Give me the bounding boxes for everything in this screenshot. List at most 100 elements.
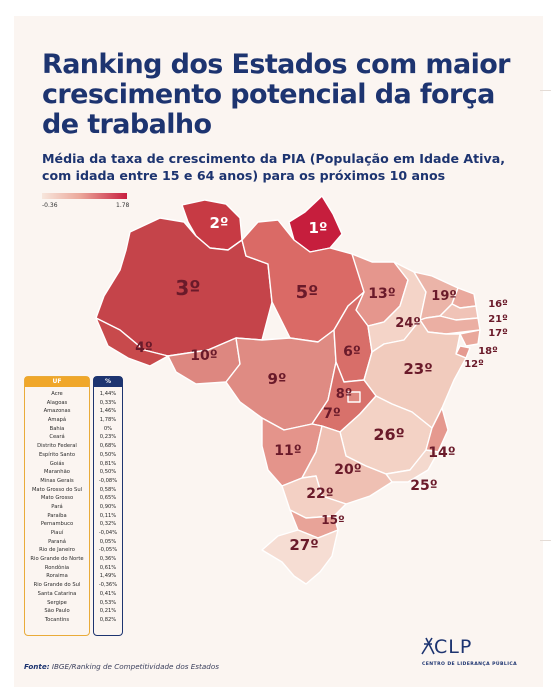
rank-label-to: 6º <box>343 344 361 360</box>
value-cell: 0,36% <box>99 556 117 563</box>
value-cell: 0,05% <box>99 538 117 545</box>
value-rows: 1,44% 0,33% 1,46% 1,78% 0% 0,23% 0,68% 0,50% 0,8… <box>94 387 122 625</box>
value-cell: 0,33% <box>99 399 117 406</box>
state-espirito-santo <box>425 407 449 453</box>
rank-label-pi: 24º <box>395 316 420 331</box>
uf-cell: Rio Grande do Norte <box>30 556 84 563</box>
rank-label-sp: 20º <box>334 462 361 478</box>
uf-cell: Alagoas <box>46 399 68 406</box>
uf-cell: Paraná <box>48 538 66 545</box>
uf-cell: Pernambuco <box>40 521 74 528</box>
rank-label-pb: 21º <box>488 314 508 325</box>
rank-label-mg: 26º <box>373 425 404 444</box>
uf-cell: Rondônia <box>44 564 70 571</box>
source-text: IBGE/Ranking de Competitividade dos Esta… <box>49 662 219 671</box>
rank-label-rn: 16º <box>488 299 508 310</box>
uf-cell: Amapá <box>47 417 67 424</box>
value-cell: 0,90% <box>99 503 117 510</box>
value-cell: 0,41% <box>99 590 117 597</box>
value-cell: 0% <box>103 425 113 432</box>
page-subtitle: Média da taxa de crescimento da PIA (Pop… <box>42 151 505 183</box>
rank-label-ba: 23º <box>403 360 432 378</box>
source-label: Fonte: <box>24 662 50 671</box>
rank-label-go: 7º <box>323 406 341 422</box>
uf-cell: Ceará <box>49 434 65 441</box>
uf-cell: São Paulo <box>44 608 70 615</box>
clp-logo-text: CLP <box>434 636 473 658</box>
rank-label-ac: 4º <box>135 340 153 356</box>
rank-label-sc: 15º <box>321 513 345 527</box>
uf-cell: Piauí <box>50 530 64 536</box>
uf-cell: Minas Gerais <box>40 477 74 484</box>
rank-label-ce: 19º <box>431 289 456 304</box>
uf-cell: Goiás <box>49 460 65 467</box>
clp-logo: CLP CENTRO DE LIDERANÇA PÚBLICA <box>420 632 520 672</box>
uf-cell: Pará <box>51 503 63 510</box>
value-cell: 0,21% <box>99 608 117 615</box>
uf-cell: Sergipe <box>47 599 67 606</box>
value-cell: 0,11% <box>99 512 117 519</box>
value-cell: 1,49% <box>99 573 117 580</box>
state-alagoas <box>459 329 481 347</box>
state-acre <box>95 317 169 367</box>
uf-cell: Espírito Santo <box>38 451 76 458</box>
edge-line-right-bottom <box>540 540 551 541</box>
rank-label-df: 8º <box>336 387 352 402</box>
rank-label-ap: 1º <box>309 219 328 237</box>
value-cell: 0,81% <box>99 460 117 467</box>
rank-label-pa: 5º <box>296 282 319 303</box>
rank-label-rs: 27º <box>289 536 318 554</box>
uf-cell: Paraíba <box>47 512 67 519</box>
uf-cell: Roraima <box>46 573 68 580</box>
value-cell: 0,53% <box>99 599 117 606</box>
state-rio-de-janeiro <box>385 449 439 483</box>
value-cell: 0,68% <box>99 443 117 450</box>
clp-logo-subtitle: CENTRO DE LIDERANÇA PÚBLICA <box>422 662 518 667</box>
uf-cell: Rio de Janeiro <box>39 547 75 554</box>
edge-line-right-top <box>540 90 551 91</box>
page-title: Ranking dos Estados com maior cresciment… <box>42 49 510 140</box>
state-rio-grande-do-sul <box>261 529 339 585</box>
value-cell: 0,82% <box>99 616 117 623</box>
rank-label-pe: 18º <box>478 346 498 357</box>
rank-label-ro: 10º <box>190 348 217 364</box>
scale-max-label: 1.78 <box>116 202 130 209</box>
rank-label-am: 3º <box>175 276 200 300</box>
uf-cell: Tocantins <box>44 616 70 623</box>
clp-logo-mark-icon <box>421 637 435 655</box>
uf-cell: Maranhão <box>44 469 70 476</box>
value-cell: -0,05% <box>98 547 118 554</box>
value-cell: 0,58% <box>99 486 117 493</box>
uf-table: UF Acre Alagoas Amazonas Amapá Bahia Ceará Dis… <box>24 376 123 636</box>
value-cell: -0,08% <box>98 477 118 484</box>
value-cell: 0,61% <box>99 564 117 571</box>
value-cell: 0,50% <box>99 451 117 458</box>
rank-label-se: 17º <box>488 328 508 339</box>
uf-cell: Acre <box>51 391 63 397</box>
value-cell: 1,44% <box>99 391 117 397</box>
state-distrito-federal <box>347 391 361 403</box>
scale-min-label: -0.36 <box>42 202 58 209</box>
rank-label-rj: 25º <box>410 478 437 494</box>
uf-cell: Distrito Federal <box>37 443 77 450</box>
uf-cell: Mato Grosso do Sul <box>31 486 83 493</box>
rank-label-ma: 13º <box>368 286 395 302</box>
value-cell: 1,78% <box>99 417 117 424</box>
value-cell: 0,32% <box>99 521 117 528</box>
uf-cell: Bahia <box>49 425 65 432</box>
rank-label-mt: 9º <box>268 370 287 388</box>
rank-label-es: 14º <box>428 445 455 461</box>
value-cell: 0,50% <box>99 469 117 476</box>
uf-rows: Acre Alagoas Amazonas Amapá Bahia Ceará Distri… <box>25 387 89 625</box>
uf-column-header: UF <box>25 377 89 387</box>
uf-cell: Santa Catarina <box>37 590 77 597</box>
rank-label-rr: 2º <box>210 214 229 232</box>
color-scale-bar <box>42 193 127 199</box>
rank-label-al: 12º <box>464 359 484 370</box>
value-cell: 1,46% <box>99 408 117 415</box>
uf-column: UF Acre Alagoas Amazonas Amapá Bahia Ceará Dis… <box>24 376 90 636</box>
rank-label-ms: 11º <box>274 443 301 459</box>
value-column: % 1,44% 0,33% 1,46% 1,78% 0% 0,23% 0,68% 0,50% 0… <box>93 376 123 636</box>
value-cell: 0,23% <box>99 434 117 441</box>
